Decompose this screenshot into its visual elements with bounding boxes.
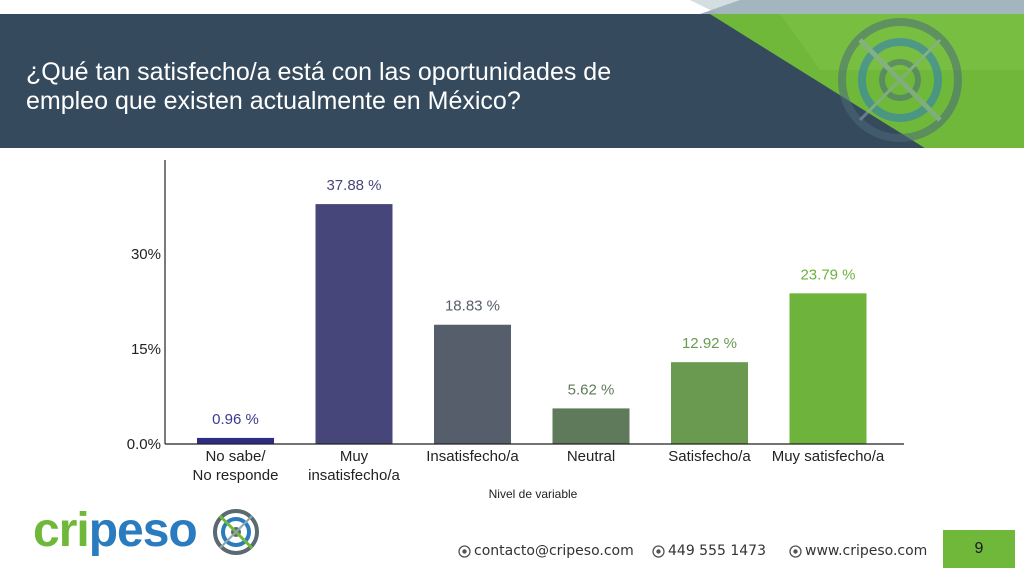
chart-category-labels: No sabe/No responde Muy insatisfecho/a Insa… [193,448,885,484]
bar-value-label: 18.83 % [445,298,500,315]
category-label: Neutral [567,448,615,465]
bar-value-label: 37.88 % [326,177,381,194]
bar [789,293,867,444]
category-label: Insatisfecho/a [426,448,519,465]
footer-phone[interactable]: 449 555 1473 [652,541,766,561]
slide-title-line-2: empleo que existen actualmente en México… [26,87,521,115]
bar-value-label: 12.92 % [682,335,737,352]
logo-text-green: cri [33,504,90,557]
chart-bars [197,204,867,444]
y-tick-label: 30% [131,246,161,263]
bar-chart: 0.0% 15% 30% 0.96 % 37.88 % 18.83 % 5.62 % 12.… [127,160,904,501]
category-label: No sabe/No responde [193,448,279,484]
page-number: 9 [943,530,1015,568]
bar [434,324,511,444]
category-label: Muy satisfecho/a [772,448,885,465]
y-tick-label: 15% [131,341,161,358]
logo-wordmark: cripeso [33,503,198,559]
slide-title-line-1: ¿Qué tan satisfecho/a está con las oport… [26,58,612,86]
globe-icon [458,544,471,558]
bar-value-label: 5.62 % [568,381,615,398]
footer-email-text: contacto@cripeso.com [474,543,634,559]
bar [671,362,748,444]
logo-text-blue: peso [88,504,198,557]
globe-icon [652,544,665,558]
y-tick-label: 0.0% [127,436,161,453]
category-label: Muy insatisfecho/a [308,448,400,484]
slide-title: ¿Qué tan satisfecho/a está con las oport… [26,58,726,116]
bar [552,408,630,444]
x-axis-label: Nivel de variable [489,487,578,501]
category-label: Satisfecho/a [668,448,751,465]
bar [315,204,393,444]
bar [197,437,274,444]
globe-icon [789,544,802,558]
chart-value-labels: 0.96 % 37.88 % 18.83 % 5.62 % 12.92 % 23.79 % [212,177,855,428]
y-axis-ticks: 0.0% 15% 30% [127,246,161,453]
footer-website-text: www.cripeso.com [805,543,928,559]
target-icon [213,509,259,555]
footer-website[interactable]: www.cripeso.com [789,541,927,561]
bar-value-label: 0.96 % [212,411,259,428]
title-band [0,0,1024,148]
footer-phone-text: 449 555 1473 [668,543,766,559]
bar-value-label: 23.79 % [800,266,855,283]
page-number-text: 9 [974,540,984,557]
target-watermark-icon [838,18,962,142]
footer-email[interactable]: contacto@cripeso.com [458,541,634,561]
